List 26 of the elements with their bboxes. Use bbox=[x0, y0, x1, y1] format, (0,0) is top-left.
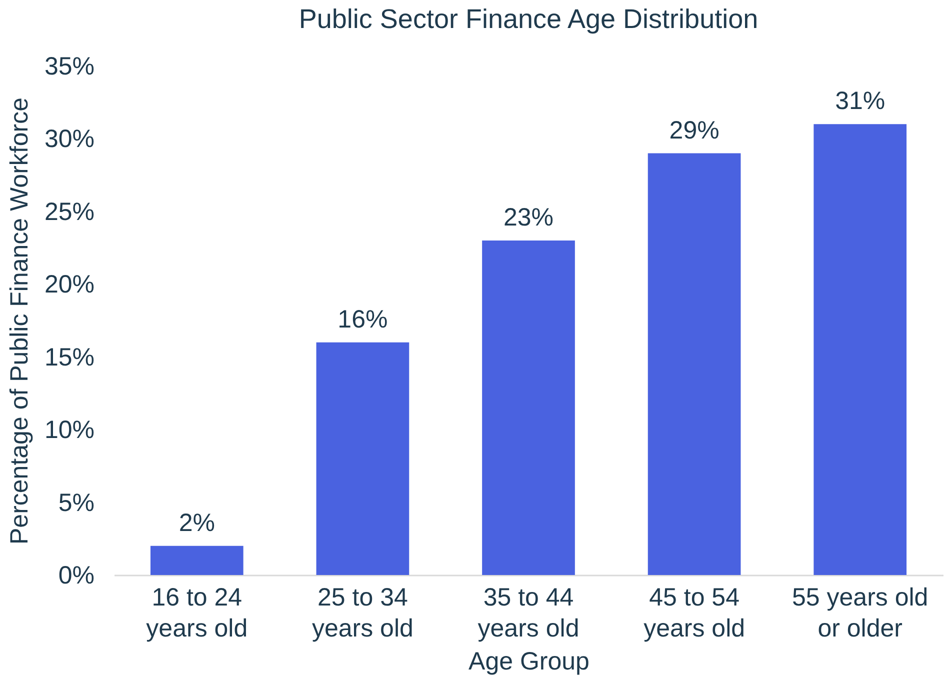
y-tick-label: 30% bbox=[44, 125, 94, 154]
x-tick-label: 55 years old or older bbox=[792, 584, 928, 642]
y-tick-label: 10% bbox=[44, 416, 94, 444]
y-tick-label: 15% bbox=[44, 343, 94, 372]
chart-title: Public Sector Finance Age Distribution bbox=[298, 4, 758, 34]
bar bbox=[648, 153, 741, 575]
y-tick-label: 35% bbox=[44, 52, 94, 80]
bar bbox=[316, 342, 410, 575]
data-label: 23% bbox=[503, 204, 554, 232]
y-tick-label: 5% bbox=[58, 488, 94, 517]
x-tick-label: 16 to 24 years old bbox=[146, 584, 248, 642]
y-axis-title: Percentage of Public Finance Workforce bbox=[5, 98, 34, 544]
y-tick-label: 20% bbox=[44, 270, 94, 299]
data-label: 29% bbox=[669, 116, 720, 144]
data-label: 2% bbox=[178, 508, 215, 537]
x-axis-title: Age Group bbox=[468, 648, 590, 676]
data-label: 31% bbox=[835, 87, 886, 116]
bar bbox=[814, 124, 907, 575]
x-tick-label: 25 to 34 years old bbox=[312, 584, 414, 642]
y-tick-label: 0% bbox=[58, 562, 94, 590]
bar bbox=[482, 240, 575, 575]
x-tick-label: 35 to 44 years old bbox=[478, 584, 580, 642]
data-label: 16% bbox=[338, 305, 388, 334]
y-tick-label: 25% bbox=[44, 198, 94, 226]
x-tick-label: 45 to 54 years old bbox=[644, 584, 746, 642]
bar bbox=[150, 546, 244, 575]
